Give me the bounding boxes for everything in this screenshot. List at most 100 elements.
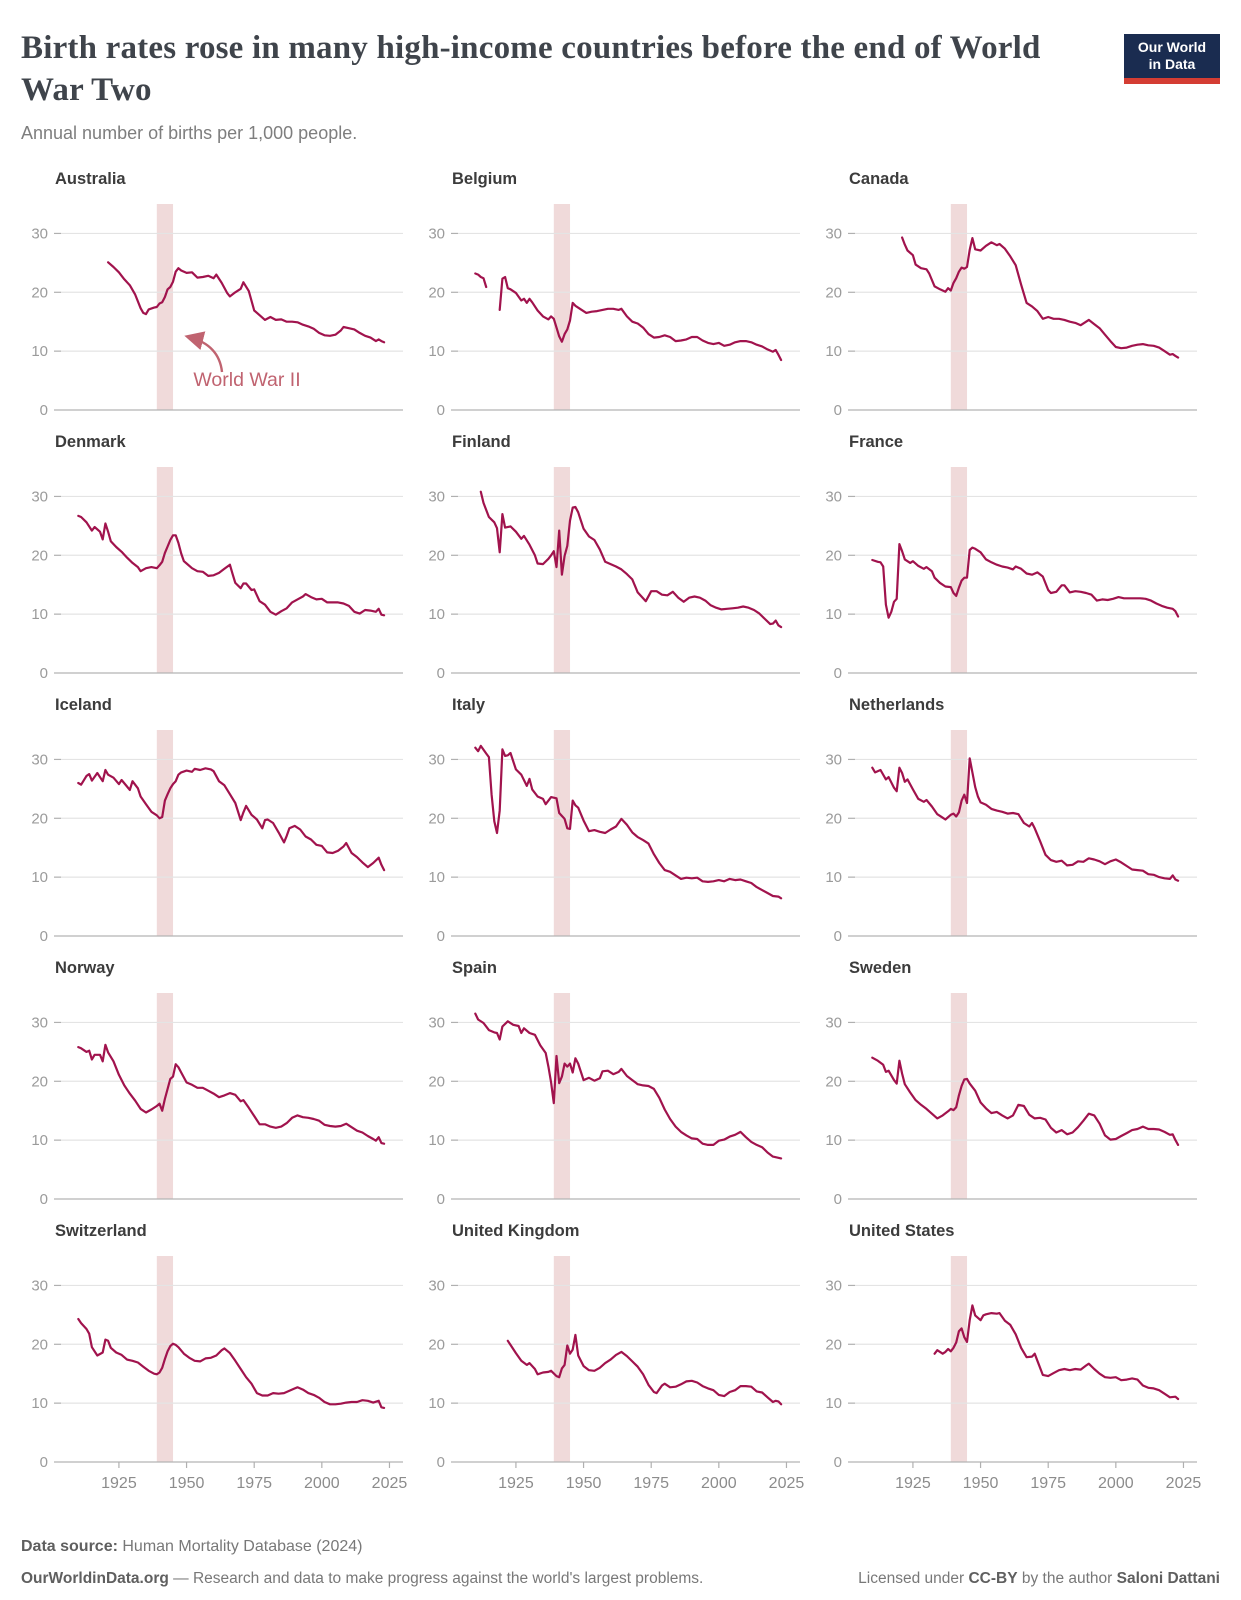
owid-logo[interactable]: Our World in Data — [1124, 34, 1220, 84]
birth-rate-line — [871, 757, 1180, 882]
y-tick-label: 0 — [437, 928, 445, 942]
y-tick-label: 10 — [428, 343, 445, 360]
birth-rate-line — [871, 543, 1180, 619]
birth-rate-chart: 0 10 20 30 — [31, 993, 403, 1205]
ww2-band — [156, 730, 174, 937]
birth-rate-chart: 0 10 20 30 — [825, 467, 1197, 679]
y-tick-label: 10 — [428, 869, 445, 886]
y-tick-label: 0 — [437, 1454, 445, 1471]
ww2-annotation-arrow — [184, 331, 224, 373]
y-tick-label: 20 — [428, 284, 445, 301]
birth-rate-line — [474, 1012, 783, 1160]
chart-title: Denmark — [55, 433, 126, 452]
chart-title: France — [849, 433, 904, 452]
y-tick-label: 20 — [428, 547, 445, 564]
y-tick-label: 10 — [31, 606, 48, 623]
chart-cell: Sweden 0 10 20 30 — [815, 959, 1212, 1205]
y-tick-label: 10 — [428, 1132, 445, 1149]
footer: Data source: Human Mortality Database (2… — [21, 1538, 1220, 1588]
birth-rate-chart: 0 10 20 30 — [31, 730, 403, 942]
ww2-band — [950, 204, 968, 411]
chart-cell: United States 0 10 20 30 1925 1950 1975 2000 2025 — [815, 1222, 1212, 1496]
x-tick-label: 1975 — [236, 1475, 272, 1492]
y-tick-label: 20 — [31, 1336, 48, 1353]
birth-rate-chart: 0 10 20 30 — [31, 467, 403, 679]
chart-cell: Belgium 0 10 20 30 — [418, 170, 815, 416]
license-middle: by the author — [1017, 1570, 1117, 1588]
data-source-value: Human Mortality Database (2024) — [117, 1538, 363, 1556]
header: Birth rates rose in many high-income cou… — [21, 28, 1220, 144]
birth-rate-line — [107, 261, 386, 344]
y-tick-label: 20 — [31, 547, 48, 564]
birth-rate-line — [479, 490, 783, 629]
birth-rate-chart: 0 10 20 30 — [428, 993, 800, 1205]
y-tick-label: 30 — [825, 226, 842, 243]
y-tick-label: 0 — [437, 1191, 445, 1205]
x-tick-label: 2025 — [1166, 1475, 1202, 1492]
chart-title: Italy — [452, 696, 486, 715]
ww2-band — [950, 1256, 968, 1463]
y-tick-label: 0 — [40, 1454, 48, 1471]
ww2-band — [553, 993, 571, 1200]
license-link[interactable]: CC-BY — [968, 1570, 1018, 1588]
y-tick-label: 0 — [834, 665, 842, 679]
data-source-label: Data source: — [21, 1538, 118, 1556]
y-tick-label: 20 — [825, 810, 842, 827]
owid-tagline-text: — Research and data to make progress aga… — [168, 1570, 704, 1588]
license-line: Licensed under CC-BY by the author Salon… — [858, 1570, 1220, 1588]
author-name: Saloni Dattani — [1116, 1570, 1220, 1588]
y-tick-label: 20 — [428, 1336, 445, 1353]
birth-rate-line — [474, 272, 783, 362]
data-source-line: Data source: Human Mortality Database (2… — [21, 1538, 1220, 1556]
chart-title: United States — [849, 1222, 955, 1241]
y-tick-label: 20 — [31, 284, 48, 301]
y-tick-label: 20 — [825, 1073, 842, 1090]
birth-rate-line — [871, 1056, 1180, 1147]
y-tick-label: 30 — [31, 1278, 48, 1295]
owid-site-link[interactable]: OurWorldinData.org — [21, 1570, 169, 1588]
y-tick-label: 20 — [825, 284, 842, 301]
birth-rate-chart: 0 10 20 30 — [825, 730, 1197, 942]
y-tick-label: 0 — [40, 928, 48, 942]
y-tick-label: 0 — [834, 1191, 842, 1205]
y-tick-label: 20 — [31, 810, 48, 827]
ww2-band — [553, 204, 571, 411]
x-tick-label: 2025 — [372, 1475, 408, 1492]
y-tick-label: 30 — [428, 1015, 445, 1032]
x-tick-label: 1975 — [633, 1475, 669, 1492]
y-tick-label: 10 — [428, 1395, 445, 1412]
y-tick-label: 30 — [428, 1278, 445, 1295]
owid-tagline: OurWorldinData.org — Research and data t… — [21, 1570, 703, 1588]
birth-rate-chart: 0 10 20 30 — [428, 467, 800, 679]
chart-cell: Spain 0 10 20 30 — [418, 959, 815, 1205]
y-tick-label: 30 — [428, 752, 445, 769]
y-tick-label: 10 — [825, 1132, 842, 1149]
chart-title: Switzerland — [55, 1222, 147, 1241]
x-tick-label: 1925 — [498, 1475, 534, 1492]
y-tick-label: 30 — [31, 1015, 48, 1032]
birth-rate-line — [77, 514, 386, 617]
birth-rate-line — [77, 1043, 386, 1145]
chart-title: Australia — [55, 170, 126, 189]
y-tick-label: 10 — [825, 869, 842, 886]
chart-title: Norway — [55, 959, 115, 978]
y-tick-label: 10 — [31, 343, 48, 360]
charts-grid: Australia 0 10 20 30 World War II Belgium 0 10 20… — [21, 170, 1220, 1496]
chart-title: Finland — [452, 433, 511, 452]
chart-title: Iceland — [55, 696, 112, 715]
y-tick-label: 10 — [825, 1395, 842, 1412]
y-tick-label: 0 — [40, 1191, 48, 1205]
chart-title: Canada — [849, 170, 909, 189]
y-tick-label: 30 — [31, 226, 48, 243]
chart-cell: United Kingdom 0 10 20 30 1925 1950 1975 2000 202… — [418, 1222, 815, 1496]
license-prefix: Licensed under — [858, 1570, 969, 1588]
x-tick-label: 1925 — [895, 1475, 931, 1492]
birth-rate-line — [474, 744, 783, 900]
birth-rate-line — [901, 236, 1180, 359]
y-tick-label: 30 — [825, 1278, 842, 1295]
birth-rate-chart: 0 10 20 30 1925 1950 1975 2000 2025 — [825, 1256, 1202, 1492]
page-title: Birth rates rose in many high-income cou… — [21, 30, 1041, 108]
owid-logo-line2: in Data — [1148, 56, 1196, 72]
y-tick-label: 20 — [825, 1336, 842, 1353]
chart-cell: France 0 10 20 30 — [815, 433, 1212, 679]
